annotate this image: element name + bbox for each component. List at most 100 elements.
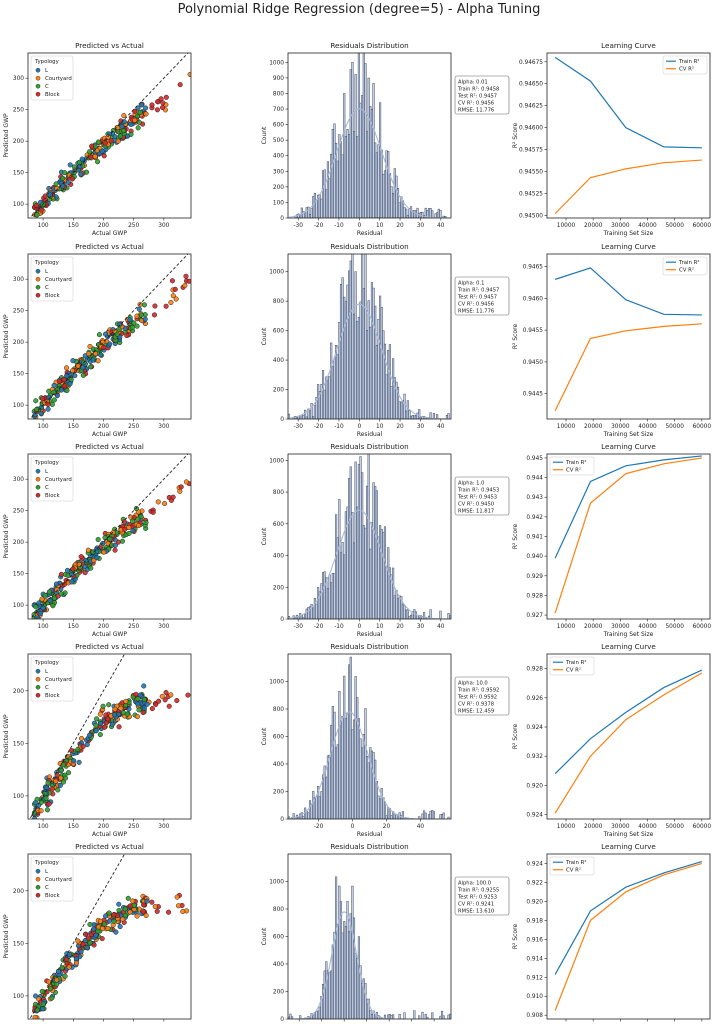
histogram-bar <box>341 715 344 819</box>
histogram-bar <box>432 811 435 819</box>
x-tick-label: 300 <box>158 824 169 830</box>
histogram-bar <box>390 186 393 218</box>
subplot-title: Predicted vs Actual <box>75 41 144 50</box>
x-axis-label: Training Set Size <box>603 431 654 438</box>
scatter-point <box>70 358 76 364</box>
histogram-bar <box>343 296 346 419</box>
train-r2-line <box>554 669 703 775</box>
scatter-point <box>100 703 106 709</box>
x-tick-label: 40000 <box>638 824 657 830</box>
scatter-point <box>46 394 52 400</box>
scatter-point <box>144 701 150 707</box>
y-tick-label: 400 <box>273 554 284 560</box>
scatter-point <box>56 378 62 384</box>
histogram-bar <box>406 214 409 218</box>
scatter-point <box>182 283 188 289</box>
subplot-title: Residuals Distribution <box>330 442 408 451</box>
x-tick-label: 20000 <box>584 223 603 229</box>
scatter-point <box>130 898 136 904</box>
y-tick-label: 100 <box>13 403 24 409</box>
histogram-bar <box>318 1006 321 1019</box>
histogram-bar <box>405 208 408 218</box>
histogram-bar <box>393 168 396 218</box>
scatter-point <box>53 181 59 187</box>
histogram-bar <box>336 354 339 419</box>
x-tick-label: 50000 <box>665 824 684 830</box>
histogram-bar <box>318 194 321 218</box>
scatter-point <box>169 278 175 284</box>
legend-marker <box>35 75 41 81</box>
scatter-point <box>39 596 45 602</box>
histogram-bar <box>403 605 406 619</box>
histogram-bar <box>362 525 365 619</box>
histogram-bar <box>348 931 351 1019</box>
y-tick-label: 0.912 <box>526 975 543 981</box>
typology-legend: Typology L Courtyard C Block <box>30 656 74 702</box>
histogram-bar <box>395 590 398 619</box>
histogram-bar <box>335 747 338 819</box>
legend-label: CV R² <box>566 667 581 674</box>
histogram-bar <box>370 750 373 819</box>
stats-line: RMSE: 12.459 <box>458 709 494 715</box>
histogram-bar <box>429 609 432 619</box>
histogram-bar <box>333 358 336 419</box>
scatter-point <box>122 526 128 532</box>
histogram-bar <box>379 798 382 819</box>
x-tick-label: 10 <box>376 223 384 229</box>
stats-line: RMSE: 11.817 <box>458 509 494 515</box>
histogram-bar <box>403 393 406 419</box>
histogram-bar <box>421 813 424 819</box>
scatter-point <box>118 705 124 711</box>
scatter-point <box>154 908 160 914</box>
histogram-bar <box>331 573 334 619</box>
scatter-point <box>106 910 112 916</box>
scatter-point <box>95 358 101 364</box>
histogram-bar <box>341 154 344 218</box>
x-tick-label: 250 <box>128 824 139 830</box>
scatter-point <box>174 894 180 900</box>
scatter-point <box>143 519 149 526</box>
histogram-bar <box>431 210 434 218</box>
histogram-bar <box>398 1014 401 1019</box>
scatter-point <box>61 170 68 176</box>
x-tick-label: 60000 <box>693 223 712 229</box>
legend-label: Train R² <box>565 859 587 866</box>
y-tick-label: 700 <box>273 107 284 113</box>
figure-title: Polynomial Ridge Regression (degree=5) -… <box>177 2 541 17</box>
legend-label: Courtyard <box>45 277 72 283</box>
scatter-point <box>70 566 76 572</box>
legend-label: Courtyard <box>45 477 72 483</box>
histogram-bar <box>312 791 315 819</box>
scatter-point <box>67 162 73 168</box>
residuals-histogram-panel: -30 -20 -10 0 10 20 30 400100200300400500600700… <box>261 41 510 237</box>
y-tick-label: 0.94600 <box>519 126 543 132</box>
scatter-point <box>166 909 172 915</box>
histogram-bar <box>325 776 328 819</box>
x-axis-label: Residual <box>357 230 383 237</box>
histogram-bar <box>313 192 316 218</box>
histogram-bar <box>339 722 343 819</box>
histogram-bar <box>413 415 416 419</box>
scatter-point <box>71 164 77 170</box>
scatter-point <box>120 128 127 134</box>
scatter-point <box>62 383 68 389</box>
legend-label: Block <box>45 92 60 98</box>
histogram-bar <box>330 582 333 619</box>
subplot-title: Predicted vs Actual <box>75 642 144 651</box>
scatter-point <box>93 932 99 938</box>
x-tick-label: 40000 <box>638 424 657 430</box>
scatter-point <box>97 732 103 738</box>
histogram-bar <box>390 815 393 819</box>
histogram-bar <box>421 1011 424 1019</box>
scatter-points <box>31 683 191 819</box>
y-tick-label: 0.9465 <box>523 265 544 271</box>
histogram-bar <box>352 719 356 819</box>
scatter-point <box>142 316 148 322</box>
scatter-point <box>78 171 84 177</box>
y-tick-label: 600 <box>273 935 284 941</box>
x-tick-label: 20 <box>396 624 404 630</box>
histogram-bar <box>335 514 338 619</box>
histogram-bar <box>317 587 320 619</box>
histogram-bar <box>304 409 307 419</box>
x-tick-label: 100 <box>38 624 49 630</box>
